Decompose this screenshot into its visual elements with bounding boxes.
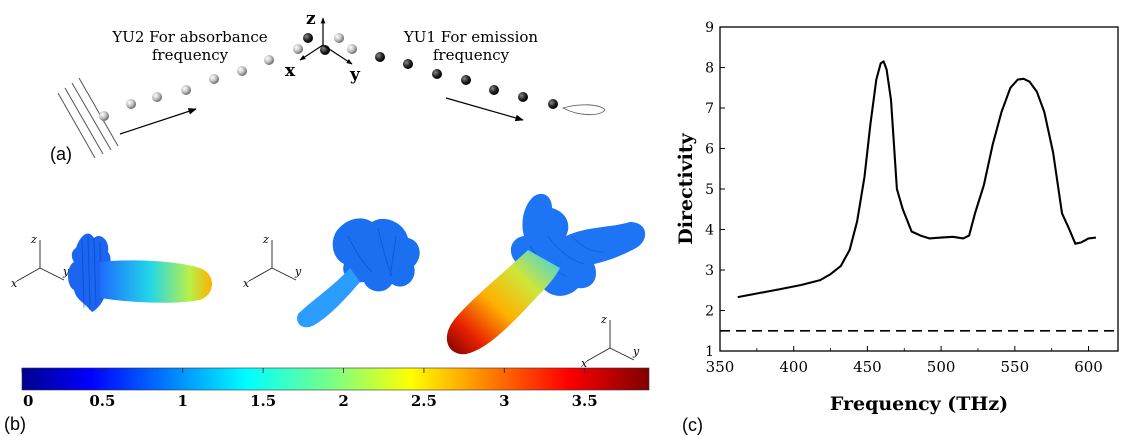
colorbar-ticks: 0 0.5 1 1.5 2 2.5 3 3.5 bbox=[21, 368, 598, 410]
y-tick-label: 5 bbox=[705, 182, 714, 198]
emission-arrow bbox=[445, 97, 524, 122]
radiation-pattern-2 bbox=[297, 218, 420, 328]
colorbar-tick-label: 3.5 bbox=[572, 392, 598, 410]
colorbar-tick-label: 0.5 bbox=[89, 392, 115, 410]
x-tick-label: 350 bbox=[706, 358, 735, 376]
annotation-yu2-line1: YU2 For absorbance bbox=[111, 28, 267, 46]
y-tick-label: 9 bbox=[705, 20, 714, 36]
annotation-yu1-line2: frequency bbox=[433, 46, 510, 64]
x-axis-label: Frequency (THz) bbox=[830, 393, 1008, 415]
annotation-yu2-line2: frequency bbox=[152, 46, 229, 64]
axes-triad-3 bbox=[586, 320, 635, 362]
x-tick-label: 400 bbox=[779, 358, 808, 376]
x-tick-label: 600 bbox=[1074, 358, 1103, 376]
x-tick-label: 500 bbox=[927, 358, 956, 376]
panel-label-c: (c) bbox=[682, 415, 703, 435]
axes-triad-1 bbox=[16, 240, 65, 282]
triad-3-x: x bbox=[581, 357, 588, 370]
triad-3-z: z bbox=[600, 313, 607, 326]
triad-1-z: z bbox=[30, 233, 37, 246]
colorbar-tick-label: 1.5 bbox=[250, 392, 276, 410]
incident-arrow bbox=[119, 108, 197, 135]
triad-2-x: x bbox=[243, 277, 250, 290]
triad-2-y: y bbox=[294, 265, 302, 278]
colorbar-tick-label: 2.5 bbox=[411, 392, 437, 410]
x-tick-label: 550 bbox=[1000, 358, 1029, 376]
y-tick-label: 1 bbox=[705, 344, 714, 360]
axis-label-x: x bbox=[285, 61, 296, 81]
directivity-chart: 350 400 450 500 550 600 1 2 3 4 5 6 7 8 9 Frequency (TH… bbox=[675, 20, 1119, 415]
colorbar-tick-label: 0 bbox=[23, 392, 33, 410]
panel-a-axes bbox=[299, 17, 353, 65]
y-tick-label: 3 bbox=[705, 263, 714, 279]
triad-3-y: y bbox=[632, 345, 640, 358]
incident-wavefront bbox=[57, 77, 119, 159]
y-axis-label: Directivity bbox=[675, 132, 697, 244]
y-tick-label: 7 bbox=[705, 101, 714, 117]
x-tick-label: 450 bbox=[853, 358, 882, 376]
triad-1-y: y bbox=[62, 265, 70, 278]
emission-lobe-outline bbox=[561, 104, 606, 116]
radiation-pattern-3 bbox=[446, 193, 646, 355]
axis-label-y: y bbox=[349, 65, 361, 85]
colorbar-tick-label: 1 bbox=[178, 392, 188, 410]
triad-2-z: z bbox=[262, 233, 269, 246]
y-tick-label: 4 bbox=[705, 223, 714, 239]
colorbar-tick-label: 2 bbox=[338, 392, 348, 410]
series-line-solid bbox=[737, 60, 1097, 299]
colorbar-tick-label: 3 bbox=[499, 392, 509, 410]
annotation-yu1-line1: YU1 For emission bbox=[403, 28, 539, 46]
axis-label-z: z bbox=[306, 9, 316, 29]
triad-1-x: x bbox=[11, 277, 18, 290]
panel-label-a: (a) bbox=[50, 144, 72, 164]
panel-label-b: (b) bbox=[4, 414, 26, 434]
axes-triad-2 bbox=[248, 240, 297, 282]
nanoparticle-chain-yu2 bbox=[99, 33, 357, 121]
colorbar bbox=[21, 367, 650, 391]
y-tick-label: 6 bbox=[705, 142, 714, 158]
panel-b-radiation-patterns: z x y z x y z x y bbox=[4, 193, 650, 434]
panel-a-schematic: z x y YU2 For absorbance frequency YU1 F… bbox=[50, 9, 606, 164]
panel-c-directivity-chart: 350 400 450 500 550 600 1 2 3 4 5 6 7 8 9 Frequency (TH… bbox=[675, 20, 1119, 435]
y-tick-label: 2 bbox=[705, 304, 714, 320]
y-tick-label: 8 bbox=[705, 61, 714, 77]
radiation-pattern-1 bbox=[68, 233, 212, 312]
